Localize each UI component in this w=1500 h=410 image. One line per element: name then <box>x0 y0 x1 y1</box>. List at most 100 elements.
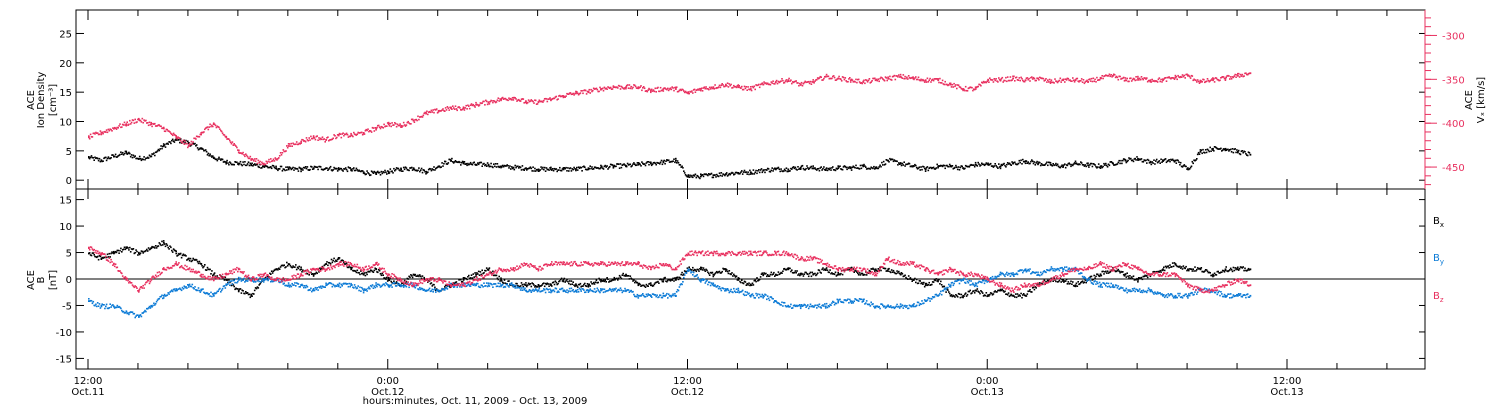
data-point <box>427 113 429 116</box>
data-point <box>632 280 634 282</box>
data-point <box>270 160 273 163</box>
data-point <box>590 88 592 91</box>
data-point <box>631 278 633 280</box>
data-point <box>1155 80 1158 82</box>
data-point <box>815 79 817 81</box>
data-point <box>382 283 384 286</box>
data-point <box>709 173 712 175</box>
data-point <box>854 81 856 83</box>
data-value-point <box>1187 268 1189 271</box>
data-point <box>1006 293 1008 295</box>
data-point <box>1006 162 1009 164</box>
data-point <box>1192 268 1194 270</box>
data-point <box>480 161 483 164</box>
data-point <box>954 166 956 169</box>
data-point <box>1216 78 1219 81</box>
data-point <box>943 285 946 288</box>
data-point <box>106 307 109 310</box>
data-point <box>1147 273 1150 275</box>
data-point <box>961 88 963 90</box>
data-point <box>140 315 143 318</box>
data-point <box>631 165 633 167</box>
data-point <box>1213 81 1216 83</box>
data-point <box>195 135 198 138</box>
data-point <box>147 247 150 249</box>
data-point <box>129 251 132 253</box>
data-value-point <box>425 170 427 173</box>
data-point <box>794 80 797 83</box>
data-point <box>1110 269 1112 272</box>
data-point <box>211 270 213 272</box>
data-point <box>998 289 1001 292</box>
data-point <box>956 168 959 171</box>
data-point <box>1176 78 1178 81</box>
data-point <box>1229 269 1231 271</box>
data-point <box>368 270 370 273</box>
data-point <box>547 98 549 100</box>
data-point <box>524 284 526 286</box>
data-point <box>859 274 862 276</box>
data-point <box>418 118 420 121</box>
bottom-left-tick-label: 15 <box>59 196 72 207</box>
data-point <box>371 126 374 129</box>
data-point <box>470 103 473 105</box>
data-point <box>237 163 240 166</box>
data-point <box>578 283 581 286</box>
data-point <box>386 173 388 175</box>
data-value-point <box>1199 268 1202 271</box>
data-point <box>204 149 206 152</box>
data-point <box>164 245 167 248</box>
data-point <box>771 82 773 84</box>
data-value-point <box>287 168 290 171</box>
data-point <box>1138 77 1141 80</box>
data-point <box>1051 165 1054 167</box>
data-point <box>860 167 863 170</box>
data-point <box>1212 77 1214 79</box>
data-point <box>964 293 966 296</box>
data-point <box>497 165 500 168</box>
data-point <box>480 284 483 286</box>
data-point <box>108 252 111 255</box>
data-point <box>1177 265 1179 268</box>
data-point <box>1216 147 1219 150</box>
data-point <box>1077 281 1079 283</box>
data-point <box>1006 76 1009 78</box>
data-point <box>823 269 825 271</box>
data-point <box>968 290 971 293</box>
data-point <box>154 154 156 157</box>
data-point <box>247 161 250 163</box>
data-point <box>1162 269 1164 272</box>
data-point <box>352 135 354 138</box>
data-point <box>996 166 998 168</box>
data-point <box>1097 274 1100 277</box>
data-point <box>237 151 240 154</box>
data-point <box>98 157 101 160</box>
data-point <box>424 278 426 281</box>
data-point <box>1054 164 1056 166</box>
data-point <box>1106 166 1109 168</box>
data-point <box>720 272 723 274</box>
data-point <box>875 269 878 272</box>
data-point <box>893 271 896 274</box>
data-point <box>209 295 211 297</box>
data-point <box>944 167 946 170</box>
data-point <box>276 168 278 170</box>
data-point <box>369 174 372 176</box>
data-point <box>1171 266 1173 268</box>
data-point <box>408 122 410 124</box>
data-point <box>439 110 442 112</box>
data-point <box>448 285 450 287</box>
data-point <box>1089 162 1092 165</box>
data-point <box>244 155 246 158</box>
data-point <box>470 163 473 165</box>
data-point <box>92 157 95 159</box>
data-point <box>123 312 126 314</box>
data-point <box>897 76 899 78</box>
data-point <box>220 291 222 293</box>
data-point <box>546 168 549 171</box>
data-value-point <box>1212 273 1214 276</box>
data-point <box>1184 165 1186 167</box>
data-point <box>1142 275 1145 278</box>
data-point <box>359 286 361 289</box>
data-point <box>207 152 210 155</box>
